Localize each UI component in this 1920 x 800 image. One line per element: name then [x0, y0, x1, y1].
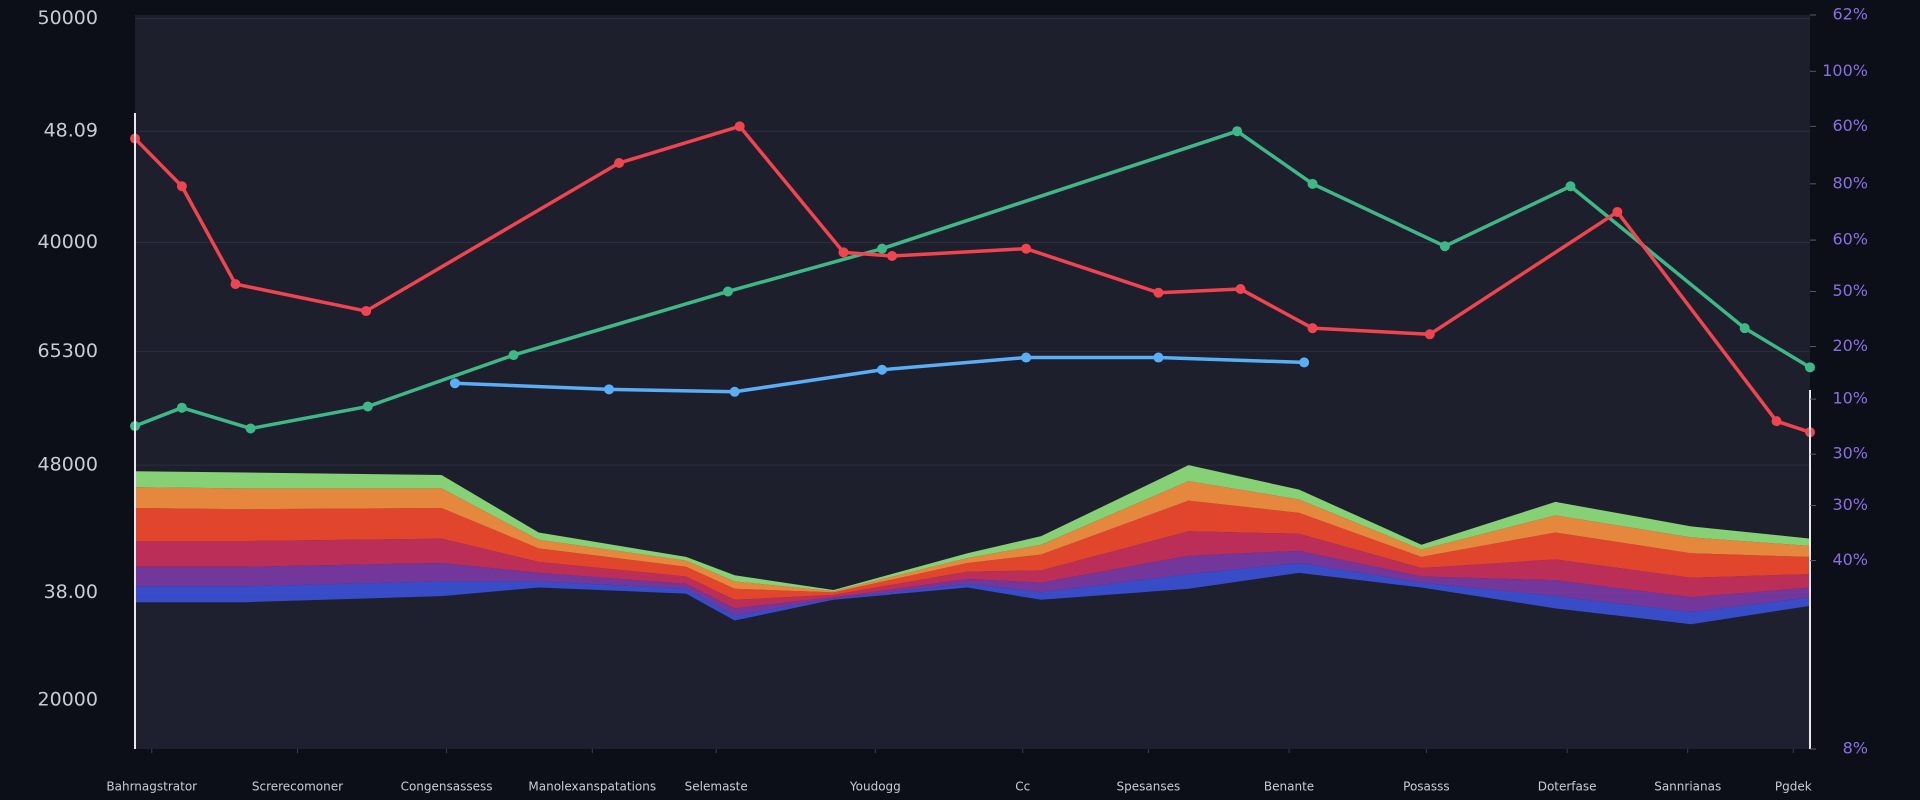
y-tick-label: 48000: [38, 454, 98, 476]
x-tick-label: Manolexanspatations: [528, 780, 656, 794]
point: [1153, 352, 1164, 363]
area-band: [135, 465, 1810, 592]
point: [176, 181, 187, 192]
point: [1153, 287, 1164, 298]
point: [1299, 357, 1310, 368]
point: [1307, 178, 1318, 189]
point: [361, 306, 372, 317]
area-band: [135, 572, 1810, 749]
area-band: [135, 550, 1810, 616]
point: [1424, 329, 1435, 340]
y-tick-label: 38.00: [44, 581, 98, 603]
area-band: [135, 500, 1810, 600]
point: [877, 243, 888, 254]
point: [508, 350, 519, 361]
point: [877, 364, 888, 375]
point: [1439, 241, 1450, 252]
point: [887, 250, 898, 261]
point: [449, 378, 460, 389]
point: [838, 247, 849, 258]
point: [1612, 206, 1623, 217]
y2-tick-label: 80%: [1832, 173, 1868, 192]
y2-tick-label: 100%: [1822, 61, 1868, 80]
area-band: [135, 563, 1810, 625]
point: [1307, 323, 1318, 334]
y2-tick-label: 8%: [1843, 739, 1868, 758]
x-tick-label: Selemaste: [685, 780, 748, 794]
point: [1771, 416, 1782, 427]
x-tick-label: Spesanses: [1117, 780, 1181, 794]
point: [1739, 323, 1750, 334]
y2-tick-label: 40%: [1832, 550, 1868, 569]
x-tick-label: Pgdek: [1775, 780, 1812, 794]
point: [604, 384, 615, 395]
point: [1235, 284, 1246, 295]
point: [1805, 362, 1815, 373]
y-tick-label: 65300: [38, 340, 98, 362]
y2-tick-label: 60%: [1832, 116, 1868, 135]
point: [1021, 243, 1032, 254]
x-tick-label: Sannrianas: [1654, 780, 1721, 794]
point: [230, 279, 241, 290]
point: [722, 286, 733, 297]
point: [614, 158, 625, 169]
x-tick-label: Congensassess: [401, 780, 493, 794]
y2-tick-label: 50%: [1832, 281, 1868, 300]
y-tick-label: 20000: [38, 689, 98, 711]
x-tick-label: Cc: [1015, 780, 1030, 794]
line: [133, 124, 1811, 434]
y-tick-label: 40000: [38, 231, 98, 253]
y2-tick-label: 60%: [1832, 230, 1868, 249]
point: [1565, 181, 1576, 192]
x-tick-label: Youdogg: [849, 780, 901, 794]
point: [362, 401, 373, 412]
y2-tick-label: 30%: [1832, 444, 1868, 463]
point: [1021, 352, 1032, 363]
y2-tick-label: 10%: [1832, 389, 1868, 408]
point: [1232, 126, 1243, 137]
point: [734, 121, 745, 132]
y2-tick-label: 62%: [1832, 5, 1868, 24]
x-tick-label: Doterfase: [1538, 780, 1597, 794]
x-tick-label: Benante: [1264, 780, 1314, 794]
y-tick-label: 48.09: [44, 120, 98, 142]
area-band: [135, 531, 1810, 609]
point: [176, 402, 187, 413]
y2-tick-label: 20%: [1832, 336, 1868, 355]
point: [729, 386, 740, 397]
labels: 50000 48.09 40000 65300 48000 38.00 20000 62% 10…: [38, 5, 1868, 794]
marks: [130, 121, 1815, 749]
y2-tick-label: 30%: [1832, 495, 1868, 514]
x-tick-label: Screrecomoner: [252, 780, 343, 794]
area-band: [135, 481, 1810, 593]
point: [245, 423, 256, 434]
y-tick-label: 50000: [38, 7, 98, 29]
x-tick-label: Posasss: [1403, 780, 1450, 794]
x-tick-label: Bahrnagstrator: [106, 780, 197, 794]
